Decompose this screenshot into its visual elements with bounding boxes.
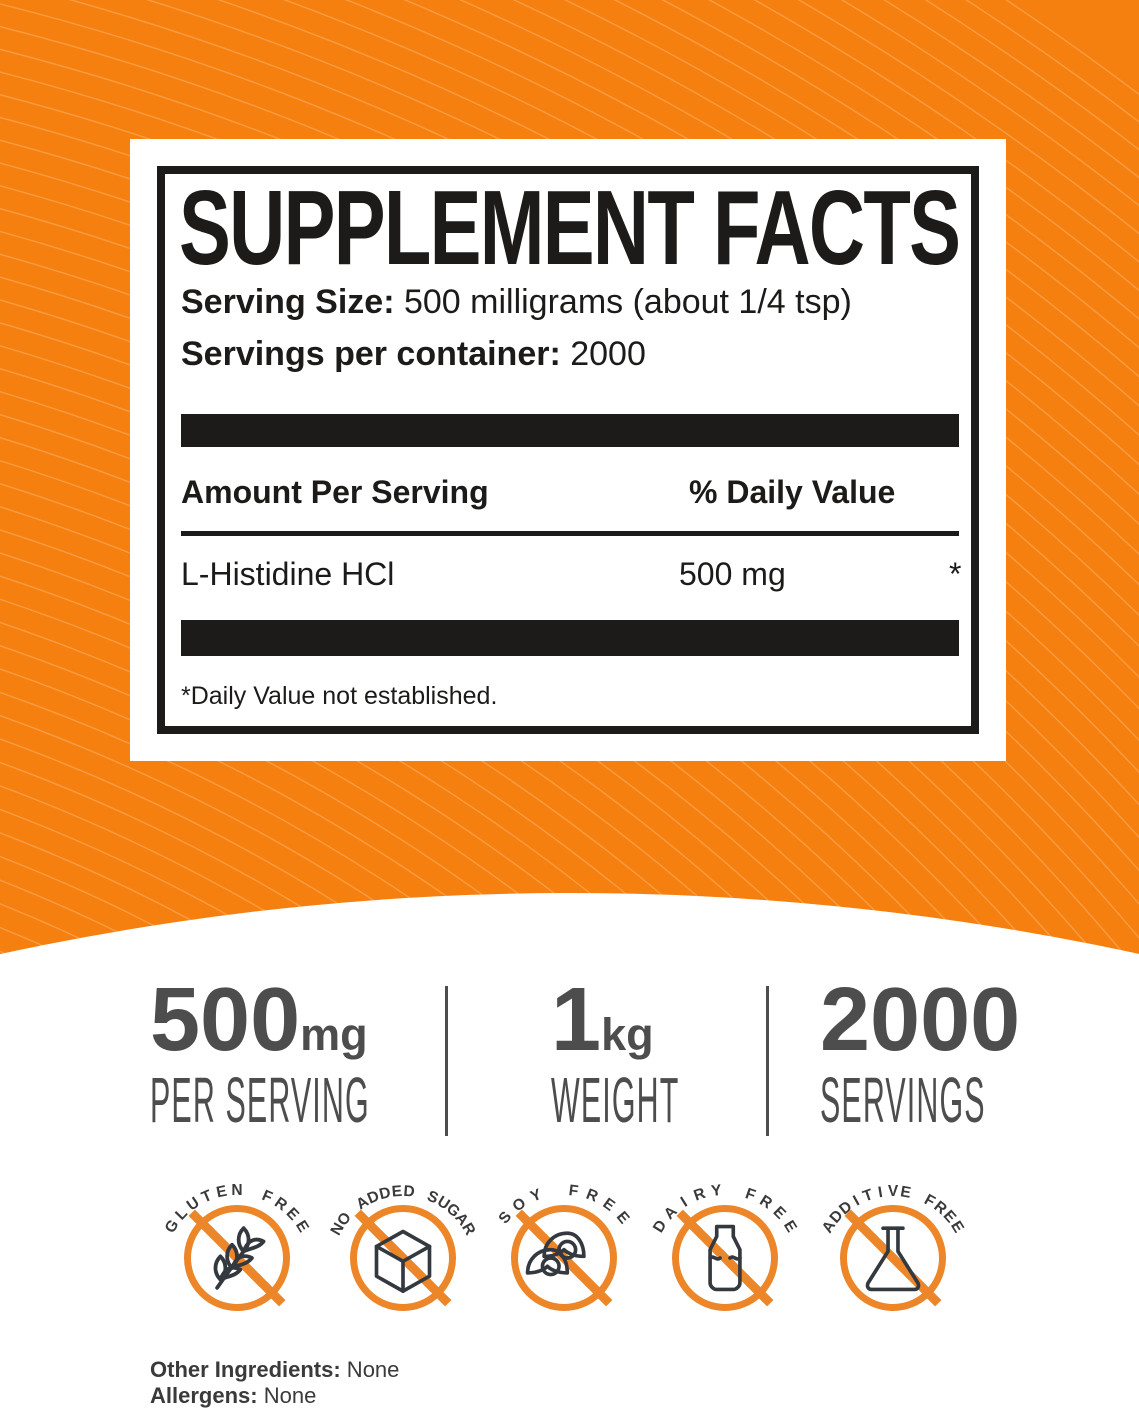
svg-text:D: D	[403, 1183, 416, 1201]
svg-text:V: V	[888, 1183, 899, 1200]
svg-text:N: N	[231, 1182, 242, 1199]
svg-text:E: E	[391, 1183, 403, 1201]
